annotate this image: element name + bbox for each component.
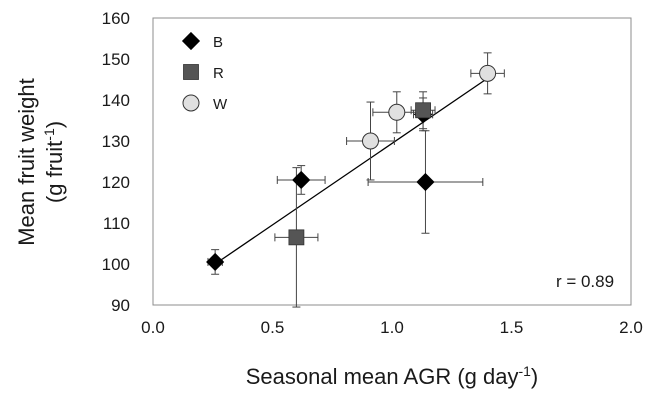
point-W <box>388 103 406 121</box>
x-tick-label: 0.5 <box>261 318 285 337</box>
point-B <box>292 170 311 190</box>
plot-area <box>152 17 632 306</box>
x-tick-label: 2.0 <box>619 318 643 337</box>
y-tick-label: 110 <box>103 214 130 233</box>
legend-label-W: W <box>213 96 228 113</box>
y-tick-label: 140 <box>102 91 130 110</box>
x-tick-label: 0.0 <box>141 318 165 337</box>
legend-marker-W <box>182 94 200 112</box>
x-tick-label: 1.0 <box>380 318 404 337</box>
y-tick-label: 120 <box>102 173 130 192</box>
point-B <box>416 172 435 192</box>
legend-label-B: B <box>213 34 223 51</box>
point-W <box>479 64 497 82</box>
y-tick-label: 100 <box>102 255 130 274</box>
x-tick-labels: 0.0 0.5 1.0 1.5 2.0 <box>141 318 643 337</box>
legend-label-R: R <box>213 65 224 82</box>
point-R <box>288 229 305 246</box>
y-tick-label: 150 <box>102 50 130 69</box>
error-bars <box>207 52 505 308</box>
legend-marker-B <box>181 31 201 51</box>
legend-marker-R <box>183 64 199 80</box>
y-axis-title-units: (g fruit-1) <box>41 121 67 203</box>
y-axis-title: Mean fruit weight <box>14 78 39 246</box>
y-tick-label: 130 <box>102 132 130 151</box>
trend-line <box>214 77 488 265</box>
y-tick-label: 90 <box>111 296 130 315</box>
y-tick-label: 160 <box>102 9 130 28</box>
point-R <box>415 102 431 119</box>
point-W <box>361 132 379 150</box>
correlation-annotation: r = 0.89 <box>556 272 614 291</box>
legend: BRW <box>181 31 228 113</box>
data-points <box>206 64 497 272</box>
y-tick-labels: 90 100 110 120 130 140 150 160 <box>102 9 130 315</box>
x-tick-label: 1.5 <box>500 318 524 337</box>
point-B <box>206 252 225 272</box>
x-axis-title: Seasonal mean AGR (g day-1) <box>246 363 539 389</box>
